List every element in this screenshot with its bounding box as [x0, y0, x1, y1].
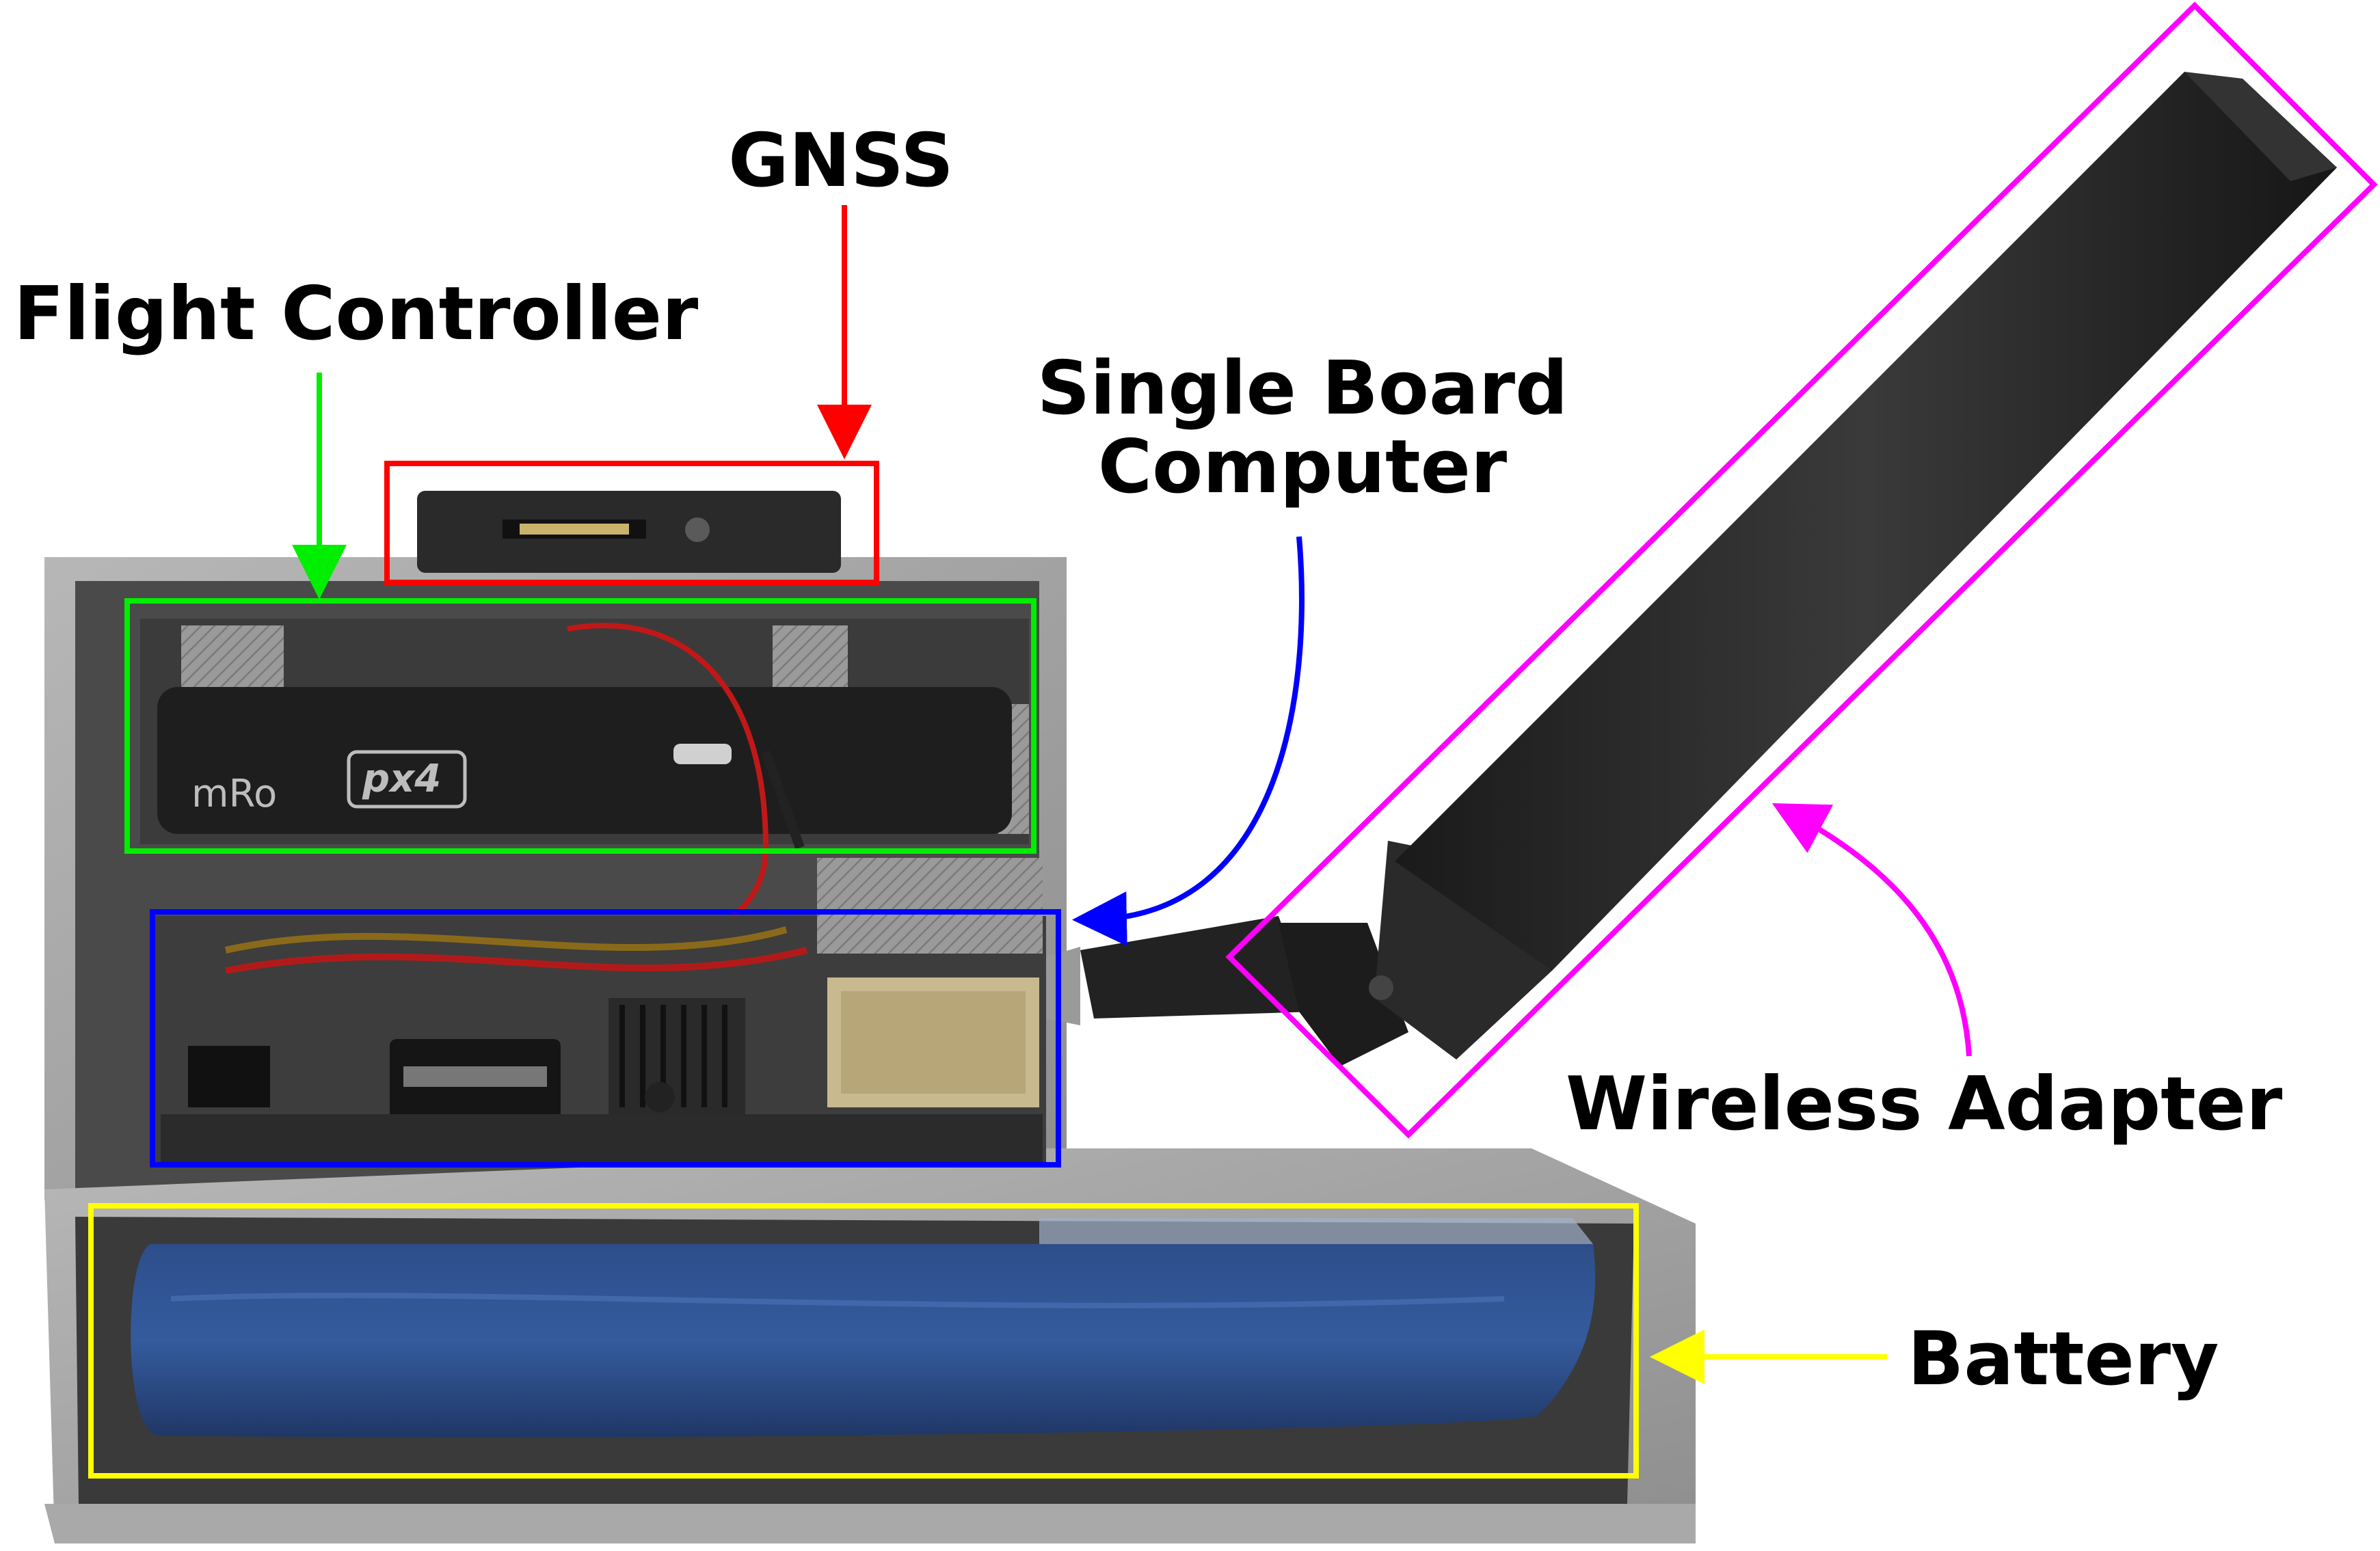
wireless-adapter-label: Wireless Adapter [1566, 1062, 2282, 1147]
mro-logo-text: mRo [191, 772, 277, 816]
battery [131, 1218, 1596, 1438]
single-board-computer-label-line2: Computer [1098, 424, 1507, 510]
single-board-computer-highlight-box [150, 909, 1061, 1168]
px4-logo-text: px4 [362, 757, 441, 801]
single-board-computer-label-line1: Single Board [1037, 346, 1568, 431]
flight-controller-label: Flight Controller [14, 271, 698, 357]
gnss-highlight-box [384, 461, 879, 585]
single-board-computer-arrow [1072, 536, 1305, 947]
wireless-adapter-antenna [1046, 72, 2337, 1066]
battery-label: Battery [1908, 1317, 2219, 1402]
flight-controller-board: mRo px4 [140, 619, 1029, 953]
wireless-adapter-arrow [1771, 803, 1972, 1057]
single-board-computer [150, 858, 1046, 1162]
flight-controller-highlight-box [124, 598, 1037, 854]
battery-highlight-box [88, 1203, 1639, 1479]
gnss-module [417, 491, 841, 573]
wireless-adapter-highlight-box [1225, 1, 2378, 1139]
gnss-label: GNSS [728, 118, 954, 204]
